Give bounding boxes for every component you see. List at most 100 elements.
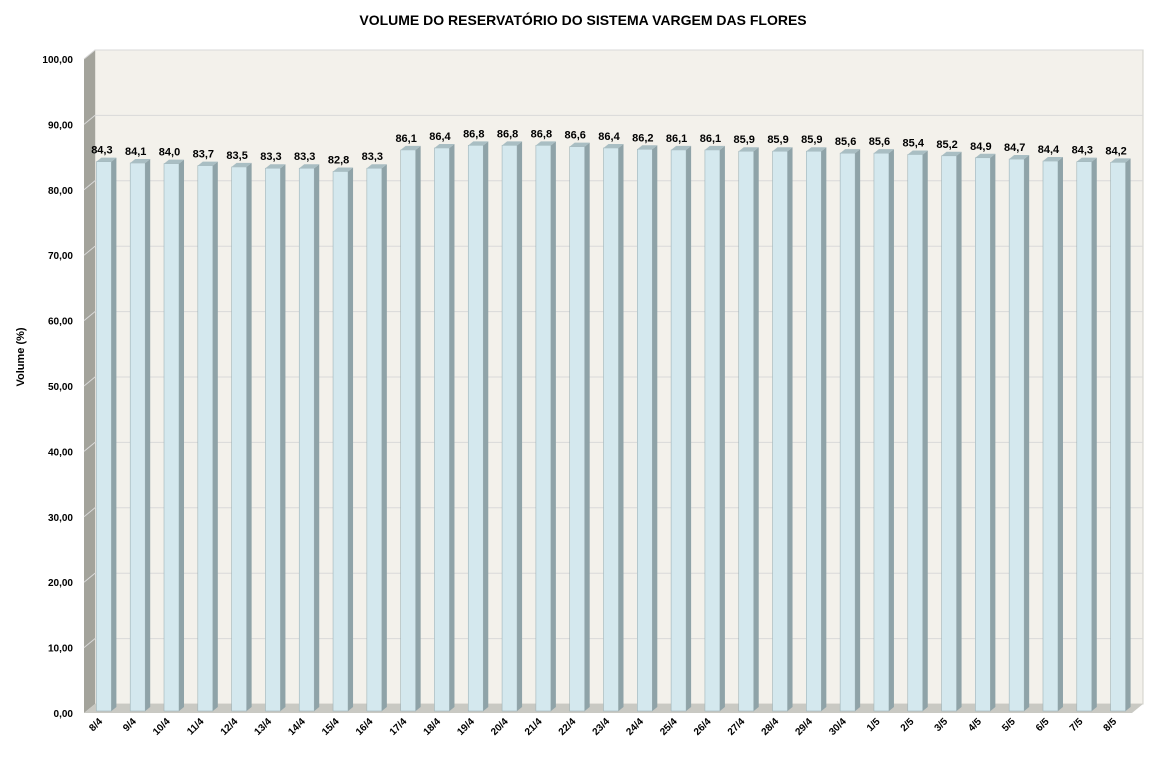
bar-side [348,167,354,711]
bar [535,141,556,712]
bar [704,145,725,712]
bar-side [719,145,725,711]
bar-side [990,153,996,711]
x-tick-label: 12/4 [219,716,241,738]
bar [975,153,996,712]
data-label: 84,1 [125,146,146,158]
bar-top [265,164,286,169]
bar [96,157,117,712]
data-label: 84,9 [970,141,991,153]
data-label: 84,4 [1038,144,1060,156]
bar-top [738,147,759,152]
bar-top [164,159,185,164]
bar-side [314,164,320,711]
data-label: 86,1 [700,133,721,145]
x-tick-label: 9/4 [121,716,139,734]
bar [1008,155,1030,712]
x-tick-label: 20/4 [489,716,511,738]
data-label: 86,1 [666,133,687,145]
bar-side [888,149,894,711]
bar-side [415,145,421,711]
bar-side [550,141,556,711]
bar-top [333,167,354,172]
bar [467,141,489,712]
y-tick-label: 50,00 [48,382,73,393]
bar-top [772,147,793,152]
gridline [83,441,1143,452]
data-label: 84,2 [1105,145,1126,157]
y-tick-label: 60,00 [48,317,73,328]
data-label: 86,2 [632,132,653,144]
bar-top [704,145,725,150]
bar-side [787,147,793,712]
bar-front [96,161,112,712]
bar [738,147,759,712]
data-label: 86,1 [395,133,416,145]
bar [839,149,861,712]
bar [1110,158,1131,712]
bar-front [670,149,687,712]
bar-top [941,151,962,156]
data-label: 84,3 [91,145,112,157]
data-label: 85,2 [936,139,957,151]
bar [772,147,793,712]
bar-side [1057,157,1063,712]
bar [873,149,894,712]
bar-front [332,171,349,712]
bar-top [130,158,151,163]
data-label: 85,6 [835,136,856,148]
x-tick-label: 18/4 [422,716,444,738]
x-tick-label: 1/5 [865,716,883,734]
bar-top [434,143,455,148]
x-tick-label: 13/4 [253,716,275,738]
bar [434,143,455,712]
bar-top [603,143,624,148]
bar-front [839,152,856,712]
y-tick-label: 70,00 [48,251,73,262]
bar-front [704,149,721,712]
x-tick-label: 16/4 [354,716,376,738]
bar-side [855,149,861,711]
bar-side [246,162,252,711]
bar-top [671,145,692,150]
bar-side [280,164,286,711]
bar [637,145,658,712]
bar-top [1042,157,1063,162]
data-label: 84,3 [1072,145,1093,157]
bar-front [907,154,924,712]
y-tick-label: 100,00 [42,55,73,66]
bar [129,158,151,712]
bar [366,164,387,712]
bar-side [483,141,489,711]
bar [941,151,962,712]
data-label: 86,4 [598,131,620,143]
x-tick-label: 8/5 [1102,716,1120,734]
bar-side [449,143,455,712]
bar-top [873,149,894,154]
bar-side [821,147,827,712]
x-tick-label: 4/5 [966,716,984,734]
bar-top [806,147,827,152]
bar [670,145,692,712]
bar-side [111,157,117,712]
data-label: 84,7 [1004,142,1025,154]
bar-front [163,163,180,712]
bar-front [467,145,484,712]
bar-front [535,145,552,712]
x-tick-label: 14/4 [286,716,308,738]
bar-side [652,145,658,711]
bar-front [975,157,991,712]
bar-top [96,157,117,162]
bar [163,159,185,712]
data-label: 86,8 [463,128,484,140]
bar-front [400,149,416,712]
bar-front [637,148,653,712]
bar-top [907,150,928,155]
data-label: 83,3 [362,151,383,163]
bar [569,142,590,712]
bar-side [381,164,387,711]
x-tick-label: 2/5 [899,716,917,734]
data-label: 85,9 [801,134,822,146]
x-tick-label: 21/4 [523,716,545,738]
